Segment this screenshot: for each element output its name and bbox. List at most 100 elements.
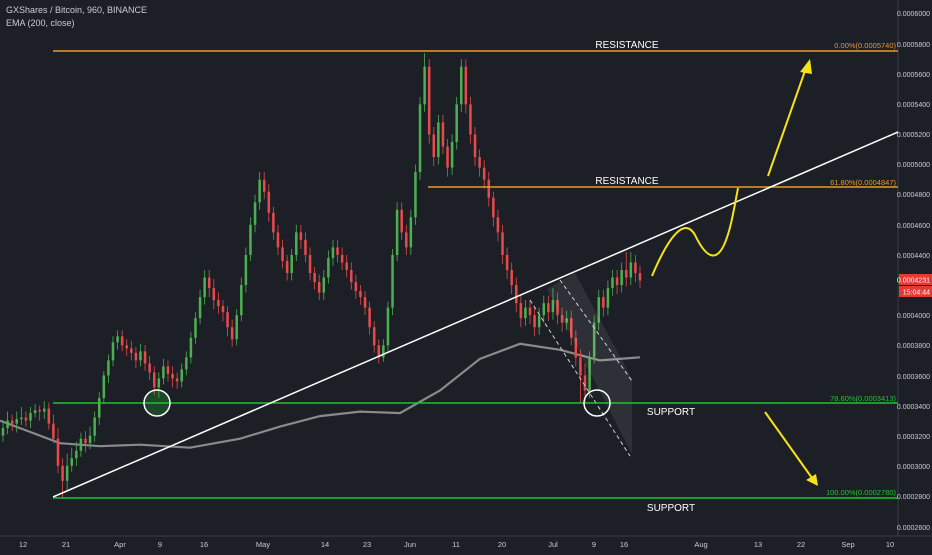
time-tick: 21 (62, 540, 70, 549)
bar-countdown-tag (899, 286, 932, 297)
candle-body (107, 360, 110, 376)
candle-body (437, 122, 440, 158)
last-price-value: 0.0004231 (897, 278, 930, 285)
time-tick: 13 (754, 540, 762, 549)
candle-body (111, 342, 115, 361)
bearish-arrow-line (764, 411, 813, 479)
candle-body (20, 417, 23, 420)
candle-body (258, 179, 261, 203)
time-tick: 16 (200, 540, 208, 549)
candle-body (592, 322, 596, 358)
candle-body (148, 363, 151, 373)
time-tick: 11 (452, 540, 460, 549)
candle-body (336, 247, 339, 255)
bar-countdown-value: 15:04:44 (903, 290, 930, 297)
resistance-label-top: RESISTANCE (595, 40, 658, 51)
candle-body (157, 378, 161, 388)
candlestick-series (1, 53, 642, 499)
candle-body (295, 232, 298, 255)
price-tick: 0.0005200 (897, 132, 930, 139)
candle-body (363, 297, 367, 308)
candle-body (281, 247, 284, 261)
time-tick: 9 (158, 540, 162, 549)
price-axis-ticks: 0.0006000 0.0005800 0.0005600 0.0005400 … (897, 11, 930, 532)
price-tick: 0.0004400 (897, 253, 930, 260)
price-tick: 0.0002800 (897, 494, 930, 501)
candle-body (29, 413, 32, 421)
time-tick: 23 (363, 540, 371, 549)
candle-body (249, 224, 252, 255)
candle-body (15, 419, 19, 424)
candle-body (638, 273, 642, 281)
support-touch-circle-right (583, 389, 611, 417)
candle-body (350, 270, 353, 283)
price-tick: 0.0005600 (897, 72, 930, 79)
chart-legend: GXShares / Bitcoin, 960, BINANCE EMA (20… (6, 4, 147, 30)
ema-200-line (0, 342, 641, 449)
candle-body (267, 191, 271, 213)
candle-body (152, 372, 156, 388)
candle-body (125, 345, 128, 349)
candle-body (487, 179, 491, 198)
candle-body (38, 410, 41, 412)
candle-body (432, 134, 436, 158)
candle-body (52, 423, 55, 439)
candle-body (24, 417, 28, 421)
symbol-title[interactable]: GXShares / Bitcoin, 960, BINANCE (6, 5, 148, 15)
bullish-arrow-head (800, 59, 812, 74)
candle-body (33, 410, 37, 414)
ascending-trendline (52, 131, 899, 498)
resistance-label-mid: RESISTANCE (595, 176, 658, 187)
fib-label-618: 61.80%(0.0004847) (830, 178, 896, 187)
candle-body (556, 300, 559, 316)
candle-body (602, 297, 605, 308)
candle-body (143, 351, 147, 364)
candle-body (102, 375, 106, 398)
candle-body (615, 277, 619, 286)
candle-body (253, 202, 257, 225)
time-tick: Aug (694, 540, 707, 549)
candle-body (47, 408, 51, 424)
candle-body (42, 408, 46, 412)
candle-body (61, 465, 64, 481)
candle-body (185, 357, 188, 370)
indicator-title[interactable]: EMA (200, close) (6, 18, 75, 28)
price-axis[interactable] (898, 0, 932, 536)
candle-body (313, 273, 316, 283)
candle-body (354, 282, 358, 292)
candle-body (194, 318, 197, 338)
time-axis[interactable] (0, 536, 932, 550)
time-tick: 22 (797, 540, 805, 549)
last-price-tag (899, 274, 932, 285)
projected-wave-path (651, 187, 739, 277)
time-tick: Jul (548, 540, 558, 549)
ema-200-path (0, 342, 641, 449)
candle-body (418, 104, 422, 173)
candle-body (492, 197, 495, 218)
time-tick: May (256, 540, 270, 549)
candle-body (235, 315, 238, 340)
candle-body (6, 420, 9, 429)
time-tick: Sep (841, 540, 854, 549)
time-tick: 20 (498, 540, 506, 549)
candle-body (359, 291, 362, 298)
support-touch-circle-left (143, 389, 171, 417)
candle-body (217, 300, 220, 307)
candle-body (501, 232, 504, 255)
candle-body (327, 257, 330, 278)
candle-body (75, 450, 78, 459)
candle-body (116, 336, 119, 343)
candle-body (505, 254, 509, 270)
candle-body (624, 270, 628, 278)
candle-body (317, 282, 321, 293)
candle-body (519, 303, 523, 319)
bearish-arrow-head (806, 474, 818, 486)
bullish-arrow-line (767, 67, 807, 177)
candle-body (244, 254, 248, 286)
candle-body (130, 348, 133, 353)
candle-body (583, 375, 587, 391)
candle-body (533, 315, 536, 328)
candle-body (569, 318, 573, 338)
